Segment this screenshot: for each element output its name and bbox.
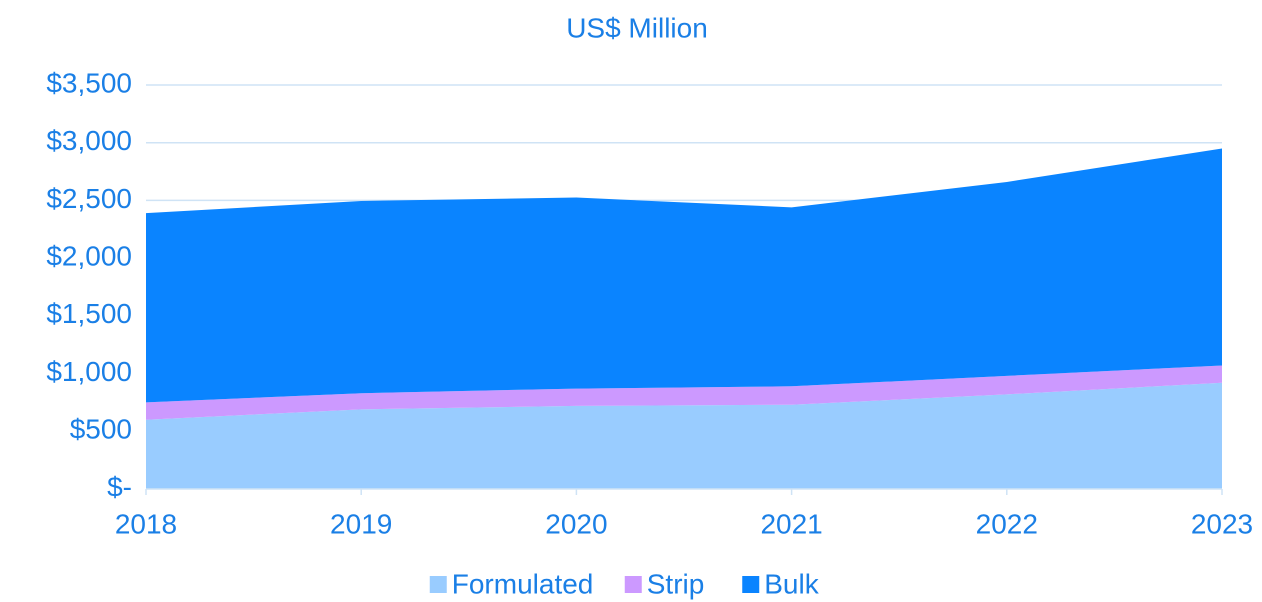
y-tick-label: $2,000 — [46, 241, 132, 272]
y-tick-label: $1,000 — [46, 356, 132, 387]
x-tick-label: 2019 — [330, 508, 392, 539]
legend-swatch — [624, 576, 642, 593]
area — [146, 382, 1222, 489]
legend-label: Strip — [647, 568, 705, 599]
area — [146, 148, 1222, 403]
chart-title: US$ Million — [566, 12, 708, 43]
y-tick-label: $3,500 — [46, 67, 132, 98]
y-tick-label: $- — [107, 471, 132, 502]
area — [146, 365, 1222, 420]
y-tick-label: $3,000 — [46, 125, 132, 156]
x-tick-label: 2023 — [1191, 508, 1253, 539]
legend-label: Formulated — [452, 568, 594, 599]
y-tick-label: $1,500 — [46, 298, 132, 329]
x-tick-label: 2021 — [760, 508, 822, 539]
x-tick-label: 2022 — [976, 508, 1038, 539]
x-tick-label: 2020 — [545, 508, 607, 539]
y-tick-label: $2,500 — [46, 183, 132, 214]
legend-swatch — [429, 576, 447, 593]
legend-swatch — [742, 576, 760, 593]
legend-label: Bulk — [764, 568, 819, 599]
x-tick-label: 2018 — [115, 508, 177, 539]
y-tick-label: $500 — [70, 414, 132, 445]
